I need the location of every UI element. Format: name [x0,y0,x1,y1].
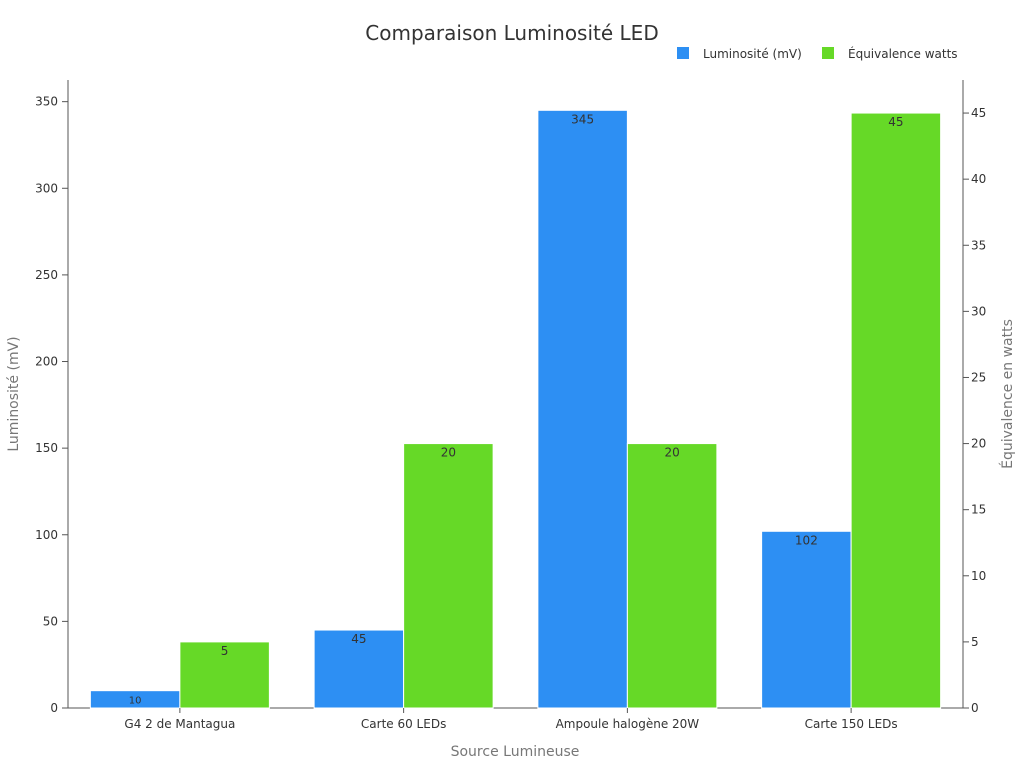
bar-luminosite-mv-ampoule-halogene-20w [537,109,628,709]
bar-equivalence-watts-carte-150-leds [850,112,942,709]
bar-equivalence-watts-g4-2-de-mantagua [179,641,270,709]
legend-swatch-equivalence [822,47,834,59]
x-tick-label-ampoule-halogene-20w: Ampoule halogène 20W [556,717,700,731]
left-tick-label: 250 [35,268,58,282]
x-axis-title: Source Lumineuse [451,744,580,760]
x-tick-label-g4-2-de-mantagua: G4 2 de Mantagua [124,717,235,731]
bar-equivalence-watts-ampoule-halogene-20w [626,443,718,709]
legend-label-luminosite: Luminosité (mV) [703,47,802,61]
left-tick-label: 50 [43,614,58,628]
right-axis-ticks: 0 5 10 15 20 25 30 35 40 45 [963,106,986,715]
right-tick-label: 15 [971,503,986,517]
left-axis-ticks: 0 50 100 150 200 250 300 350 [35,95,68,715]
left-tick-label: 350 [35,95,58,109]
right-axis-title: Équivalence en watts [999,319,1016,469]
left-axis-title: Luminosité (mV) [6,336,22,451]
bar-label-luminosite-mv-carte-150-leds: 102 [795,533,818,547]
left-tick-label: 150 [35,441,58,455]
right-tick-label: 40 [971,172,986,186]
right-tick-label: 0 [971,701,979,715]
right-tick-label: 35 [971,238,986,252]
x-axis-ticks: G4 2 de Mantagua Carte 60 LEDs Ampoule hal… [124,708,898,731]
bars [89,109,942,709]
left-tick-label: 300 [35,181,58,195]
legend-label-equivalence: Équivalence watts [848,46,958,61]
chart-title: Comparaison Luminosité LED [365,21,658,45]
bar-label-equivalence-watts-g4-2-de-mantagua: 5 [221,644,229,658]
bar-label-luminosite-mv-g4-2-de-mantagua: 10 [129,695,142,706]
right-tick-label: 5 [971,635,979,649]
right-tick-label: 45 [971,106,986,120]
bar-label-equivalence-watts-carte-60-leds: 20 [441,446,456,460]
left-tick-label: 100 [35,528,58,542]
right-tick-label: 20 [971,437,986,451]
bar-label-luminosite-mv-ampoule-halogene-20w: 345 [571,112,594,126]
bar-label-equivalence-watts-carte-150-leds: 45 [888,115,903,129]
bar-equivalence-watts-carte-60-leds [403,443,494,709]
bar-label-luminosite-mv-carte-60-leds: 45 [351,632,366,646]
bar-luminosite-mv-carte-60-leds [313,629,405,709]
left-tick-label: 200 [35,355,58,369]
right-tick-label: 30 [971,304,986,318]
bar-value-labels: 10 5 45 20 345 20 102 45 [129,112,904,706]
bar-label-equivalence-watts-ampoule-halogene-20w: 20 [664,446,679,460]
legend: Luminosité (mV) Équivalence watts [677,46,958,61]
right-tick-label: 25 [971,370,986,384]
right-tick-label: 10 [971,569,986,583]
x-tick-label-carte-150-leds: Carte 150 LEDs [805,717,898,731]
bar-luminosite-mv-carte-150-leds [761,530,852,709]
left-tick-label: 0 [50,701,58,715]
x-tick-label-carte-60-leds: Carte 60 LEDs [361,717,446,731]
legend-swatch-luminosite [677,47,689,59]
